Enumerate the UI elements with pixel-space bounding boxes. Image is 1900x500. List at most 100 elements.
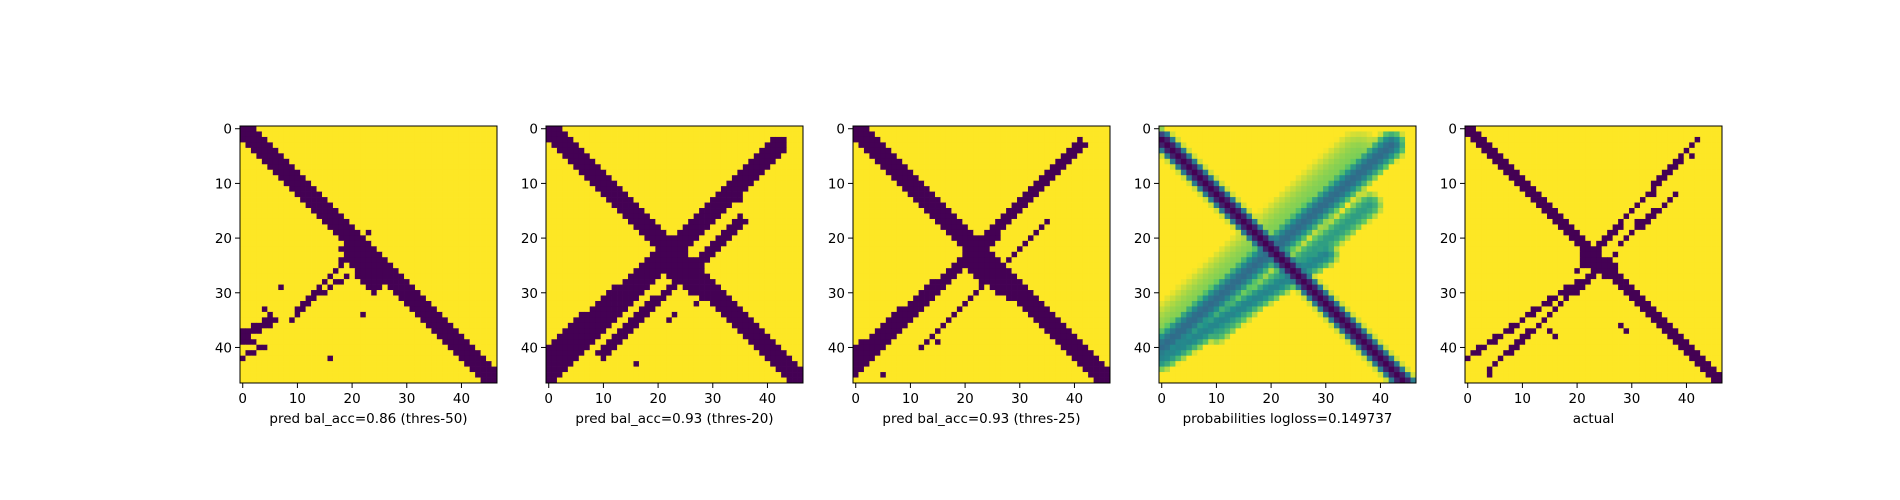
heatmap-cell: [414, 339, 421, 346]
heatmap-cell: [764, 246, 771, 253]
heatmap-cell: [775, 355, 782, 362]
heatmap-cell: [913, 175, 919, 182]
heatmap-cell: [655, 295, 662, 302]
heatmap-cell: [611, 333, 618, 340]
heatmap-cell: [556, 273, 563, 280]
heatmap-cell: [447, 131, 454, 138]
heatmap-cell: [283, 180, 290, 187]
heatmap-cell: [655, 169, 662, 176]
heatmap-cell: [1071, 180, 1078, 187]
heatmap-cell: [387, 257, 394, 264]
heatmap-cell: [573, 317, 580, 324]
heatmap-cell: [649, 224, 656, 231]
heatmap-cell: [628, 366, 634, 373]
heatmap-cell: [764, 202, 771, 209]
heatmap-cell: [453, 208, 460, 214]
heatmap-cell: [595, 273, 602, 280]
heatmap-cell: [338, 213, 345, 220]
heatmap-cell: [442, 295, 449, 302]
y-tick-label: 10: [215, 176, 232, 192]
heatmap-cell: [349, 333, 356, 340]
heatmap-cell: [387, 300, 394, 307]
heatmap-cell: [710, 295, 716, 302]
heatmap-cell: [349, 126, 356, 132]
heatmap-cell: [404, 191, 410, 198]
heatmap-cell: [600, 186, 607, 192]
heatmap-cell: [567, 328, 574, 335]
heatmap-cell: [781, 240, 787, 247]
heatmap-cell: [786, 377, 793, 384]
heatmap-cell: [464, 218, 471, 225]
heatmap-cell: [300, 372, 306, 378]
heatmap-cell: [1099, 158, 1105, 165]
heatmap-cell: [573, 218, 580, 225]
heatmap-cell: [628, 197, 634, 203]
heatmap-cell: [289, 273, 296, 280]
heatmap-cell: [338, 328, 345, 335]
heatmap-cell: [447, 235, 454, 242]
heatmap-cell: [715, 279, 722, 285]
heatmap-cell: [715, 218, 722, 225]
heatmap-cell: [611, 361, 618, 367]
heatmap-cell: [316, 317, 323, 324]
heatmap-cell: [431, 186, 438, 192]
heatmap-cell: [628, 153, 634, 160]
heatmap-cell: [349, 208, 356, 214]
heatmap-cell: [655, 361, 662, 367]
heatmap-cell: [595, 257, 602, 264]
heatmap-cell: [989, 126, 996, 132]
heatmap-cell: [311, 344, 317, 351]
heatmap-cell: [874, 131, 881, 138]
heatmap-cell: [633, 213, 640, 220]
heatmap-cell: [305, 355, 312, 362]
heatmap-cell: [1000, 142, 1007, 149]
heatmap-cell: [786, 229, 793, 236]
heatmap-cell: [311, 372, 317, 378]
heatmap-cell: [420, 164, 427, 171]
heatmap-cell: [414, 147, 421, 154]
heatmap-cell: [245, 350, 252, 357]
heatmap-cell: [316, 273, 323, 280]
heatmap-cell: [250, 175, 257, 182]
heatmap-cell: [267, 224, 274, 231]
heatmap-cell: [940, 175, 947, 182]
heatmap-cell: [622, 147, 629, 154]
heatmap-cell: [584, 153, 591, 160]
heatmap-cell: [305, 306, 312, 313]
heatmap-cell: [436, 306, 443, 313]
heatmap-cell: [869, 180, 876, 187]
heatmap-cell: [622, 273, 629, 280]
heatmap-cell: [973, 175, 980, 182]
heatmap-cell: [1049, 164, 1056, 171]
heatmap-cell: [584, 366, 591, 373]
heatmap-cell: [742, 169, 749, 176]
heatmap-cell: [720, 142, 727, 149]
heatmap-cell: [409, 377, 416, 384]
heatmap-cell: [322, 126, 328, 132]
heatmap-cell: [360, 279, 367, 285]
heatmap-cell: [573, 158, 580, 165]
heatmap-cell: [250, 142, 257, 149]
heatmap-cell: [447, 350, 454, 357]
heatmap-cell: [365, 268, 372, 274]
heatmap-cell: [409, 251, 416, 258]
heatmap-cell: [256, 197, 263, 203]
heatmap-cell: [398, 175, 405, 182]
heatmap-cell: [567, 251, 574, 258]
heatmap-cell: [551, 131, 558, 138]
heatmap-cell: [1017, 126, 1023, 132]
heatmap-cell: [1044, 153, 1051, 160]
heatmap-cell: [267, 262, 274, 269]
heatmap-cell: [584, 240, 591, 247]
heatmap-cell: [546, 213, 552, 220]
heatmap-cell: [660, 164, 667, 171]
heatmap-cell: [420, 186, 427, 192]
heatmap-cell: [633, 311, 640, 318]
heatmap-cell: [786, 136, 793, 143]
heatmap-cell: [414, 355, 421, 362]
heatmap-cell: [360, 322, 367, 329]
heatmap-cell: [469, 218, 476, 225]
heatmap-cell: [715, 251, 722, 258]
heatmap-cell: [327, 202, 334, 209]
heatmap-cell: [327, 361, 334, 367]
